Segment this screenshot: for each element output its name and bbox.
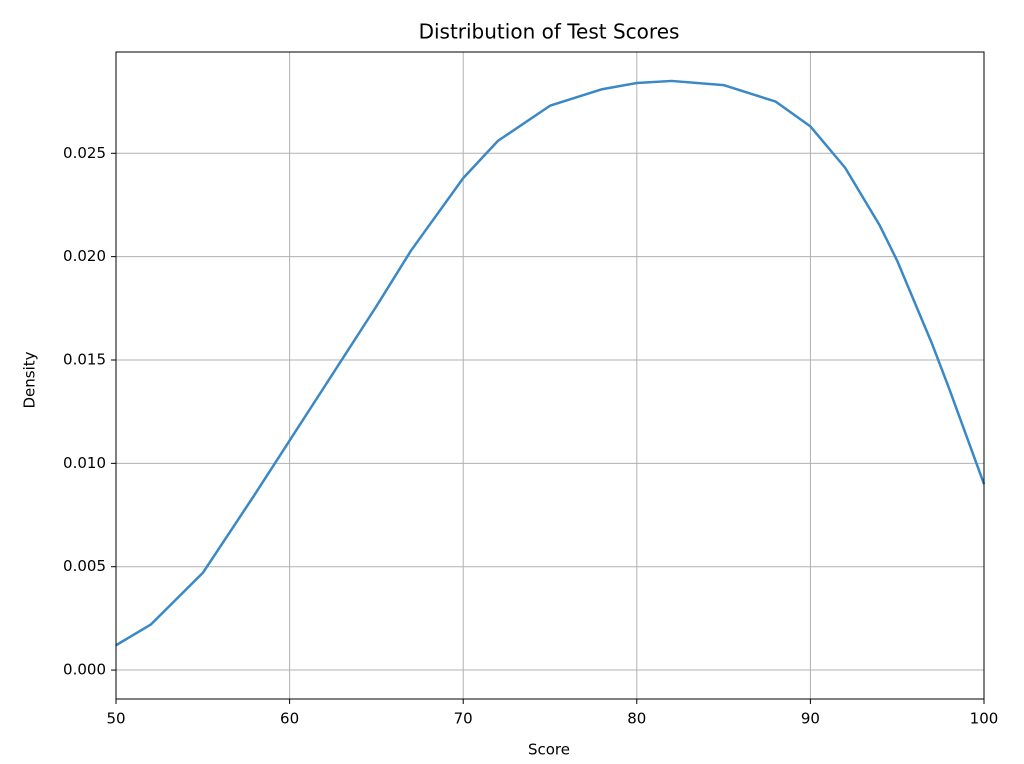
x-tick-label: 90 [801,710,820,728]
x-tick-label: 100 [970,710,999,728]
y-tick-label: 0.010 [63,454,106,472]
y-axis-label: Density [21,351,39,408]
x-axis-label: Score [528,741,570,759]
x-tick-label: 50 [106,710,125,728]
y-tick-label: 0.025 [63,144,106,162]
density-line [115,79,986,647]
x-tick-label: 60 [280,710,299,728]
y-tick-label: 0.000 [63,661,106,679]
x-tick-label: 70 [454,710,473,728]
x-tick-label: 80 [627,710,646,728]
plot-frame [115,51,985,700]
y-tick-label: 0.015 [63,350,106,368]
y-tick-label: 0.020 [63,247,106,265]
chart-title: Distribution of Test Scores [419,20,680,44]
y-tick-label: 0.005 [63,557,106,575]
